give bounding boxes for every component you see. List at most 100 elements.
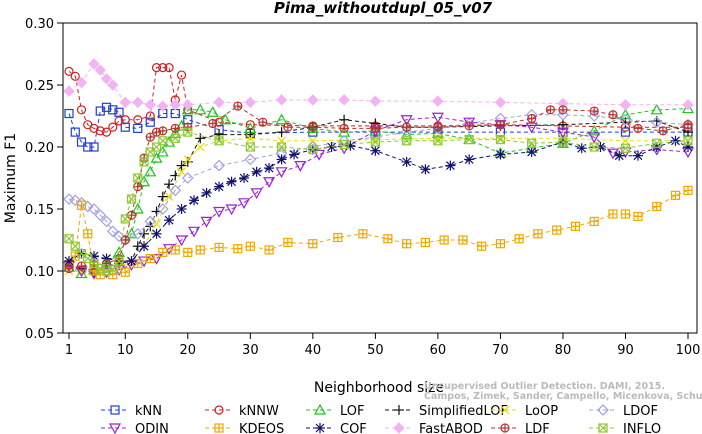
data-point-loop [245, 133, 255, 143]
data-point-ldof [131, 227, 144, 240]
data-point-lof [206, 106, 219, 117]
data-point-knnw [70, 71, 80, 81]
data-point-odin [556, 127, 569, 139]
data-point-lof [181, 103, 194, 115]
data-point-cof [401, 156, 412, 167]
data-point-lof [75, 267, 88, 279]
data-point-inflo [139, 157, 149, 167]
data-point-inflo [158, 136, 168, 146]
data-point-odin [588, 132, 601, 144]
data-point-lof [131, 202, 144, 214]
data-point-knnw [164, 63, 174, 73]
legend-marker-knnw [214, 405, 224, 415]
legend-item-knnw: kNNW [205, 404, 279, 419]
data-point-inflo [495, 134, 506, 145]
x-tick-label: 30 [242, 343, 259, 358]
series-inflo [64, 127, 693, 276]
watermark-line-1: Unsupervised Outlier Detection. DAMI, 20… [424, 381, 665, 392]
data-point-kdeos [308, 239, 318, 249]
data-point-cof [251, 166, 262, 177]
data-point-knnw [101, 127, 112, 137]
data-point-inflo [170, 133, 180, 143]
data-point-loop [370, 135, 380, 144]
data-point-kdeos [170, 245, 180, 255]
x-tick-label: 50 [367, 343, 384, 358]
legend-label-cof: COF [340, 422, 367, 434]
series-line-loop [68, 137, 688, 273]
x-tick-label: 20 [180, 343, 197, 358]
data-point-fastabod [88, 58, 100, 70]
data-point-simplifiedlof [182, 156, 193, 167]
data-point-odin [275, 167, 288, 179]
data-point-cof [226, 176, 237, 187]
data-point-fastabod [494, 96, 507, 109]
legend-item-kdeos: KDEOS [205, 422, 284, 434]
legend: kNN kNNW LOF SimplifiedLOF LoOP LDOF ODIN KDEOS… [101, 403, 661, 434]
legend-item-loop: LoOP [491, 404, 558, 419]
data-point-knn [89, 142, 99, 152]
legend-marker-inflo [598, 423, 608, 433]
series-line-odin [68, 116, 689, 275]
data-point-kdeos [83, 229, 93, 239]
data-point-kdeos [620, 209, 631, 219]
legend-marker-loop [500, 405, 510, 415]
legend-label-odin: ODIN [135, 422, 169, 434]
legend-label-fastabod: FastABOD [419, 422, 483, 434]
data-point-knnw [133, 115, 143, 125]
data-point-inflo [620, 143, 631, 153]
data-point-odin [313, 149, 326, 161]
data-point-cof [164, 215, 175, 226]
series-line-knnw [68, 67, 688, 133]
legend-item-lof: LOF [306, 403, 365, 419]
data-point-inflo [464, 134, 474, 145]
data-point-ldof [557, 108, 569, 121]
data-point-inflo [527, 138, 537, 148]
data-point-ldf [527, 113, 537, 124]
data-point-ldf [589, 106, 599, 116]
series-fastabod [63, 58, 694, 112]
data-point-lof [194, 103, 207, 115]
data-point-inflo [589, 142, 599, 152]
x-tick-label: 1 [65, 343, 73, 358]
data-point-fastabod [307, 94, 319, 106]
data-point-ldof [619, 113, 632, 126]
data-point-inflo [64, 234, 74, 244]
data-point-fastabod [682, 99, 694, 111]
data-point-ldof [588, 110, 601, 122]
data-point-ldf [464, 121, 474, 131]
data-point-fastabod [63, 85, 75, 97]
data-point-odin [400, 115, 413, 126]
data-point-cof [176, 204, 187, 214]
data-point-odin [175, 235, 188, 247]
data-point-odin [294, 161, 307, 172]
y-tick-label: 0.30 [25, 17, 54, 32]
data-point-lof [650, 103, 663, 115]
data-point-cof [632, 150, 643, 161]
legend-item-cof: COF [306, 422, 367, 434]
data-point-kdeos [283, 237, 293, 248]
data-point-cof [670, 135, 681, 146]
data-point-knn [108, 105, 118, 115]
data-point-odin [225, 204, 238, 216]
data-point-cof [239, 173, 250, 183]
data-point-ldf [370, 123, 380, 133]
series-ldf [64, 101, 693, 274]
data-point-knn [101, 102, 112, 112]
data-point-fastabod [100, 73, 113, 85]
legend-label-knn: kNN [135, 404, 162, 419]
data-point-kdeos [214, 242, 224, 253]
data-point-kdeos [158, 247, 168, 257]
data-point-knnw [120, 115, 130, 125]
data-point-lof [150, 151, 163, 163]
x-tick-label: 10 [117, 343, 134, 358]
data-point-ldf [120, 235, 130, 245]
legend-label-knnw: kNNW [239, 404, 279, 419]
data-point-cof [214, 181, 225, 192]
data-point-loop [164, 192, 174, 202]
data-point-lof [219, 113, 232, 125]
legend-marker-fastabod [393, 422, 405, 434]
data-point-ldof [144, 215, 157, 228]
legend-item-simplifiedlof: SimplifiedLOF [385, 404, 508, 419]
x-tick-label: 100 [676, 343, 701, 358]
data-point-cof [289, 149, 300, 160]
